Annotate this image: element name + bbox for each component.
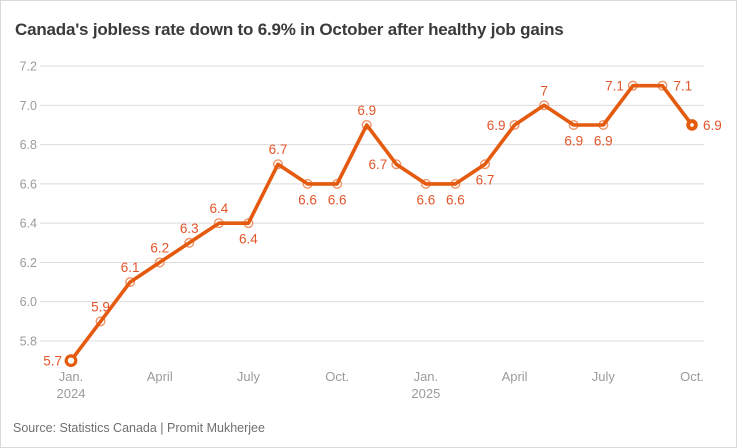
y-tick-label: 6.0 [20,295,37,309]
data-point-label: 6.3 [180,221,199,236]
data-point-label: 6.4 [239,232,258,247]
y-tick-label: 5.8 [20,335,37,349]
data-point-label: 6.2 [150,240,169,255]
data-point-label: 7.1 [673,78,692,93]
source-attribution: Source: Statistics Canada | Promit Mukhe… [13,421,265,435]
data-point-label: 7.1 [605,78,624,93]
y-tick-label: 7.2 [20,60,37,74]
data-point-label: 6.7 [369,157,388,172]
data-point-label: 6.9 [594,133,613,148]
chart-title: Canada's jobless rate down to 6.9% in Oc… [15,20,564,39]
x-tick-label: 2024 [57,386,86,401]
data-point-label: 6.4 [209,201,228,216]
x-tick-label: Oct. [325,369,349,384]
data-point-label: 6.9 [487,118,506,133]
data-point-label: 6.9 [564,133,583,148]
x-tick-label: Oct. [680,369,704,384]
x-tick-label: Jan. [414,369,439,384]
data-point-label: 6.6 [446,192,465,207]
y-tick-label: 6.4 [20,217,37,231]
data-point-label: 7 [540,83,548,98]
first-data-point-marker [64,354,78,368]
last-data-point-center [690,123,694,127]
y-tick-label: 7.0 [20,99,37,113]
y-tick-label: 6.8 [20,138,37,152]
x-tick-label: April [502,369,528,384]
data-point-label: 6.6 [298,192,317,207]
data-point-label: 6.6 [328,192,347,207]
data-point-label: 5.9 [91,299,110,314]
data-point-label: 6.1 [121,260,140,275]
data-point-label: 6.7 [269,142,288,157]
y-tick-label: 6.6 [20,177,37,191]
x-tick-label: 2025 [411,386,440,401]
x-tick-label: July [237,369,261,384]
data-point-label: 6.9 [357,103,376,118]
y-tick-label: 6.2 [20,256,37,270]
data-point-label: 6.6 [416,192,435,207]
x-tick-label: Jan. [59,369,84,384]
data-point-label: 6.9 [703,118,722,133]
data-point-label: 6.7 [476,173,495,188]
jobless-rate-line [69,83,694,363]
x-tick-label: July [592,369,616,384]
data-point-label: 5.7 [43,353,62,368]
x-tick-label: April [147,369,173,384]
